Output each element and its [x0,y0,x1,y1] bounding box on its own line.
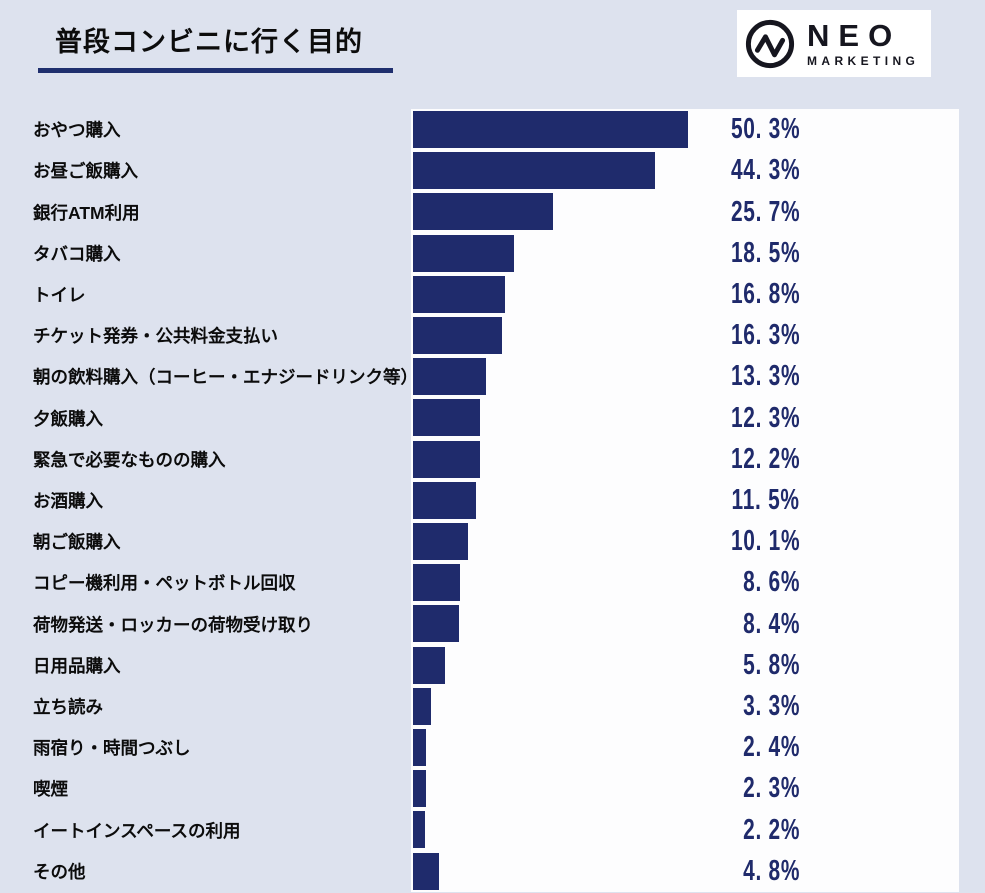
bar-row: 荷物発送・ロッカーの荷物受け取り 8. 4% [0,603,985,644]
bar-row: 立ち読み 3. 3% [0,686,985,727]
value-label: 2. 2% [742,813,800,846]
bar-row: 夕飯購入 12. 3% [0,397,985,438]
bar [413,440,480,478]
category-label: 緊急で必要なものの購入 [33,449,226,470]
category-label: タバコ購入 [33,243,121,264]
category-label: 荷物発送・ロッカーの荷物受け取り [33,614,313,635]
logo-name: NEO [807,18,902,53]
value-label: 4. 8% [742,854,800,887]
bar [413,646,445,684]
bar-row: 朝ご飯購入 10. 1% [0,521,985,562]
bar-row: 日用品購入 5. 8% [0,645,985,686]
chart-rows: おやつ購入 50. 3% お昼ご飯購入 44. 3% 銀行ATM利用 25. 7… [0,109,985,892]
bar [413,729,427,767]
bar [413,852,440,890]
bar [413,564,460,602]
bar-row: イートインスペースの利用 2. 2% [0,809,985,850]
logo-text: NEO MARKETING [807,20,919,67]
category-label: お昼ご飯購入 [33,161,138,182]
bar [413,399,481,437]
bar [413,358,486,396]
value-label: 12. 2% [730,442,800,475]
bar-row: その他 4. 8% [0,851,985,892]
value-label: 25. 7% [730,195,800,228]
value-label: 50. 3% [730,113,800,146]
value-label: 16. 8% [730,277,800,310]
value-label: 5. 8% [742,648,800,681]
category-label: お酒購入 [33,490,103,511]
value-label: 44. 3% [730,154,800,187]
bar-row: コピー機利用・ペットボトル回収 8. 6% [0,562,985,603]
logo-subname: MARKETING [807,54,920,68]
bar-row: お昼ご飯購入 44. 3% [0,150,985,191]
category-label: 銀行ATM利用 [33,202,140,223]
bar [413,605,459,643]
bar-row: おやつ購入 50. 3% [0,109,985,150]
value-label: 16. 3% [730,319,800,352]
bar [413,275,505,313]
bar [413,317,502,355]
bar-row: 銀行ATM利用 25. 7% [0,191,985,232]
bar [413,234,514,272]
bar-row: 喫煙 2. 3% [0,768,985,809]
pulse-circle-icon [745,19,795,68]
chart-title: 普段コンビニに行く目的 [38,18,393,73]
value-label: 11. 5% [731,483,800,516]
value-label: 13. 3% [730,360,800,393]
bar [413,193,554,231]
value-label: 8. 6% [742,566,800,599]
bar-row: お酒購入 11. 5% [0,480,985,521]
chart-title-text: 普段コンビニに行く目的 [55,27,363,57]
bar [413,481,476,519]
bar-row: チケット発券・公共料金支払い 16. 3% [0,315,985,356]
value-label: 2. 3% [742,772,800,805]
value-label: 3. 3% [742,689,800,722]
neo-marketing-logo: NEO MARKETING [737,10,931,77]
value-label: 10. 1% [730,525,800,558]
category-label: 喫煙 [33,779,68,800]
bar [413,111,688,148]
bar-row: 緊急で必要なものの購入 12. 2% [0,439,985,480]
bar-row: 朝の飲料購入（コーヒー・エナジードリンク等） 13. 3% [0,356,985,397]
value-label: 18. 5% [730,236,800,269]
value-label: 2. 4% [742,731,800,764]
bar [413,770,426,808]
bar-row: トイレ 16. 8% [0,274,985,315]
category-label: 立ち読み [33,696,103,717]
category-label: イートインスペースの利用 [33,820,241,841]
bar [413,152,655,190]
bar [413,811,425,849]
category-label: 夕飯購入 [33,408,103,429]
category-label: その他 [33,861,86,882]
category-label: 日用品購入 [33,655,121,676]
bar-row: タバコ購入 18. 5% [0,233,985,274]
value-label: 12. 3% [730,401,800,434]
category-label: おやつ購入 [33,120,121,141]
bar [413,523,469,561]
category-label: コピー機利用・ペットボトル回収 [33,573,296,594]
category-label: トイレ [33,284,86,305]
category-label: 朝の飲料購入（コーヒー・エナジードリンク等） [33,367,418,388]
bar-row: 雨宿り・時間つぶし 2. 4% [0,727,985,768]
category-label: チケット発券・公共料金支払い [33,326,278,347]
value-label: 8. 4% [742,607,800,640]
bar [413,687,431,725]
category-label: 朝ご飯購入 [33,532,121,553]
category-label: 雨宿り・時間つぶし [33,738,191,759]
